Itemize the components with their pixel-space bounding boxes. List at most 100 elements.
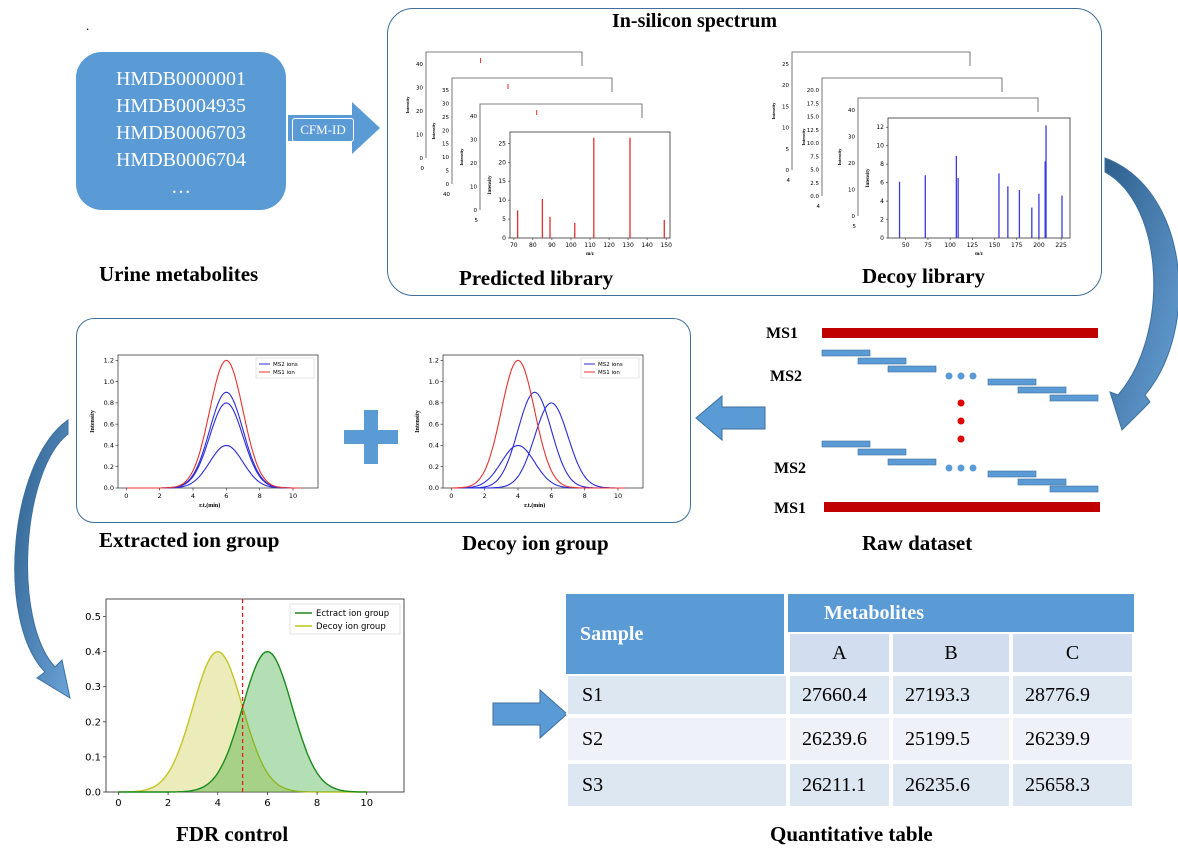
table-header-row: Sample Metabolites [566, 594, 1134, 674]
ms-label: MS2 [774, 460, 806, 477]
y-tick-label: 5 [502, 216, 506, 223]
table-row: S2 26239.6 25199.5 26239.9 [566, 716, 1134, 762]
top-dot: . [86, 18, 90, 33]
x-tick-label: 125 [967, 242, 979, 249]
metabolites-header: Metabolites [788, 594, 1134, 632]
column-header: B [891, 632, 1011, 674]
value-cell: 25658.3 [1011, 762, 1134, 808]
y-tick-label: 0.0 [85, 788, 101, 799]
y-tick-label: 12.5 [807, 128, 820, 134]
predicted-library-caption: Predicted library [459, 266, 614, 290]
y-tick-label: 0 [786, 168, 790, 174]
hmdb-id-ellipsis: … [171, 176, 191, 198]
raw-dataset-diagram: MS1 MS2 MS2 MS1 [766, 325, 1100, 517]
x-tick-label: 10 [289, 492, 297, 500]
axis-fragment: 0 [421, 166, 425, 172]
ms2-window [887, 365, 937, 373]
y-tick-label: 15.0 [807, 115, 820, 121]
value-cell: 27193.3 [891, 674, 1011, 716]
y-tick-label: 0.4 [429, 442, 439, 450]
sample-cell: S3 [566, 762, 788, 808]
x-tick-label: 6 [549, 492, 553, 500]
y-tick-label: 25 [498, 140, 506, 147]
quant-table-caption: Quantitative table [770, 822, 933, 846]
y-tick-label: 10 [848, 188, 855, 194]
value-cell: 26239.9 [1011, 716, 1134, 762]
y-tick-label: 0.4 [104, 442, 114, 450]
ms1-ion-curve [126, 359, 302, 489]
ellipsis-dot [957, 464, 965, 472]
predicted-library-chart: 0 10 20 30 40 Intensity 0 0 5 10 15 20 25 30 35 Intensi… [405, 51, 672, 257]
y-tick-label: 5 [446, 169, 450, 175]
legend-label: MS2 ions [273, 362, 298, 368]
raw-dataset-caption: Raw dataset [862, 531, 973, 555]
y-tick-label: 40 [470, 114, 477, 120]
table-row: S3 26211.1 26235.6 25658.3 [566, 762, 1134, 808]
back-spectrum-frame [857, 97, 1039, 216]
vertical-ellipsis-dot [957, 399, 965, 407]
fdr-to-table-arrow [492, 688, 568, 740]
legend-label: Decoy ion group [316, 622, 386, 632]
y-tick-label: 6 [880, 180, 884, 187]
y-tick-label: 15 [782, 104, 789, 110]
decoy-ion-chart: 0 2 4 6 8 10 0.0 0.2 0.4 0.6 0.8 1.0 1.2 r.t.(min) Int… [415, 354, 644, 509]
back-spectrum-frame [479, 103, 643, 210]
y-tick-label: 0 [880, 235, 884, 242]
ms2-window [987, 470, 1037, 478]
x-tick-label: 8 [583, 492, 587, 500]
y-tick-label: 0.0 [104, 484, 114, 492]
x-tick-label: 2 [165, 798, 171, 809]
legend-label: MS2 ions [598, 362, 623, 368]
ms-label: MS1 [766, 325, 798, 342]
y-tick-label: 0 [474, 208, 478, 214]
ms2-window [887, 458, 937, 466]
x-tick-label: 150 [989, 242, 1001, 249]
y-tick-label: 10 [470, 185, 477, 191]
x-tick-label: 0 [449, 492, 453, 500]
metabolite-id-box: HMDB0000001 HMDB0004935 HMDB0006703 HMDB… [76, 52, 286, 210]
x-tick-label: 200 [1033, 242, 1045, 249]
axis-fragment: 40 [443, 192, 450, 198]
y-tick-label: 20 [782, 83, 789, 89]
y-tick-label: 0.6 [104, 420, 114, 428]
front-spectrum-frame [887, 117, 1071, 239]
y-tick-label: 15 [442, 142, 449, 148]
y-tick-label: 0 [502, 235, 506, 242]
y-tick-label: 30 [416, 86, 423, 92]
decoy-ion-caption: Decoy ion group [462, 531, 609, 555]
x-tick-label: 2 [158, 492, 162, 500]
x-tick-label: 225 [1055, 242, 1067, 249]
ms1-scan-bar [824, 502, 1100, 512]
x-tick-label: 150 [660, 242, 672, 249]
y-tick-label: 20 [442, 128, 449, 134]
x-tick-label: 8 [314, 798, 320, 809]
y-axis-label: Intensity [415, 410, 421, 433]
ms1-scan-bar [822, 328, 1098, 338]
y-tick-label: 40 [416, 62, 423, 68]
y-tick-label: 5.0 [810, 168, 819, 174]
x-tick-label: 4 [191, 492, 195, 500]
ms2-window [987, 378, 1037, 386]
axis-fragment: 4 [787, 178, 791, 184]
y-axis-label: Intensity [90, 410, 96, 433]
quant-table: Sample Metabolites A B C S1 27660.4 2719… [566, 594, 1134, 808]
y-tick-label: 20 [470, 161, 477, 167]
x-tick-label: 10 [360, 798, 373, 809]
y-tick-label: 20.0 [807, 88, 820, 94]
x-tick-label: 50 [902, 242, 910, 249]
ellipsis-dot [945, 464, 953, 472]
ms2-ion-curve [451, 402, 627, 489]
y-axis-label: Intensity [837, 148, 842, 166]
hmdb-id: HMDB0004935 [115, 95, 246, 117]
ellipsis-dot [969, 372, 977, 380]
ms2-window [857, 357, 907, 365]
x-tick-label: 100 [565, 242, 577, 249]
legend-label: MS1 ion [273, 370, 295, 376]
vertical-ellipsis-dot [957, 417, 965, 425]
extracted-ion-caption: Extracted ion group [99, 528, 280, 552]
curved-arrow-right [1104, 157, 1178, 431]
y-tick-label: 25 [782, 62, 789, 68]
y-tick-label: 20 [498, 159, 506, 166]
y-tick-label: 30 [442, 101, 449, 107]
x-tick-label: 0 [115, 798, 121, 809]
